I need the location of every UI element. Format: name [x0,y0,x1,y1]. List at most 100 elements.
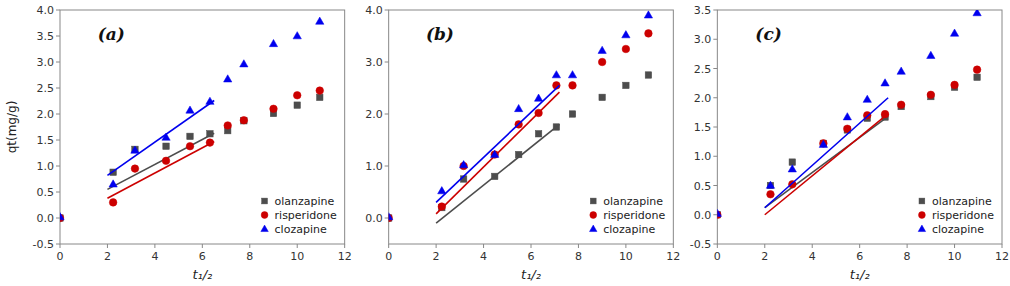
point [645,30,653,38]
point [950,29,958,36]
point [389,213,393,220]
point [491,151,499,159]
y-tick-label: 4.0 [37,4,55,17]
y-tick-label: 0.5 [37,186,55,199]
y-tick [56,166,60,167]
y-tick [56,218,60,219]
point [60,213,64,220]
y-tick [385,218,389,219]
point [881,79,889,86]
y-tick-label: 0.0 [365,212,383,225]
x-tick-label: 0 [385,250,392,263]
point [163,143,169,149]
y-tick [385,114,389,115]
fit-line [107,142,214,199]
x-tick [673,244,674,248]
point [131,165,139,173]
x-tick-label: 6 [528,250,535,263]
x-axis: 024681012 [714,244,1009,263]
fit-line [107,133,214,189]
panel: 024681012-0.50.00.51.01.52.02.53.03.54.0… [5,4,352,282]
point [820,140,826,146]
y-axis-label: qt(mg/g) [5,101,19,154]
legend: olanzapinerisperidoneclozapine [590,195,666,236]
y-tick-label: 2.0 [365,108,383,121]
y-tick-label: -0.5 [690,238,711,251]
point [224,122,232,130]
point [491,150,499,157]
fit-line [765,116,888,207]
x-tick [202,244,203,248]
point [598,46,606,53]
x-tick-label: 8 [246,250,253,263]
y-tick-label: 0.0 [37,212,55,225]
point [951,81,959,89]
point [569,82,577,90]
x-tick-label: 8 [575,250,582,263]
x-axis: 024681012 [57,244,352,263]
point [897,67,905,74]
x-tick [954,244,955,248]
y-tick-label: 4.0 [365,4,383,17]
x-tick-label: 4 [151,250,158,263]
x-tick-label: 6 [856,250,863,263]
legend-marker [262,198,268,204]
plot-area [389,11,653,223]
x-tick [60,244,61,248]
legend-label: risperidone [932,209,994,222]
y-tick [56,36,60,37]
x-axis-label: t₁/₂ [850,267,870,282]
x-tick [249,244,250,248]
x-tick [388,244,389,248]
y-tick [713,97,717,98]
x-tick-label: 8 [904,250,911,263]
panel: 024681012-0.50.00.51.01.52.02.53.03.5t₁/… [690,4,1009,282]
point [788,165,796,172]
legend-marker [590,225,597,231]
x-tick-label: 2 [761,250,768,263]
point [294,102,300,108]
fit-line [765,98,888,208]
x-axis-label: t₁/₂ [521,267,541,282]
point [645,72,651,78]
point [534,94,542,101]
point [644,11,652,18]
point [438,187,446,194]
y-tick [56,62,60,63]
x-tick-label: 0 [714,250,721,263]
y-tick-label: 2.5 [694,63,712,76]
point [568,71,576,78]
point [316,87,324,95]
point [599,94,605,100]
point [717,209,721,216]
point [240,116,248,124]
y-tick [56,88,60,89]
x-tick-label: 10 [948,250,962,263]
point [270,105,278,113]
panel: 0246810120.01.02.03.04.0t₁/₂(b)olanzapin… [365,4,680,282]
y-tick [56,244,60,245]
y-tick [713,68,717,69]
x-tick-label: 10 [619,250,633,263]
y-tick [713,214,717,215]
y-tick-label: 1.0 [37,160,55,173]
y-axis: -0.50.00.51.01.52.02.53.03.5 [690,4,717,251]
y-tick [713,156,717,157]
y-tick-label: 3.0 [694,33,712,46]
y-tick [385,62,389,63]
y-tick [713,244,717,245]
legend-label: clozapine [603,223,655,236]
x-tick-label: 12 [338,250,352,263]
x-tick [531,244,532,248]
point [269,39,277,46]
point [459,161,467,168]
point [552,71,560,78]
plot-area [60,17,324,222]
point [132,146,138,152]
point [109,199,117,207]
y-tick [56,192,60,193]
scatter-series [389,30,653,222]
point [973,66,981,74]
point [162,157,170,165]
y-tick [713,10,717,11]
